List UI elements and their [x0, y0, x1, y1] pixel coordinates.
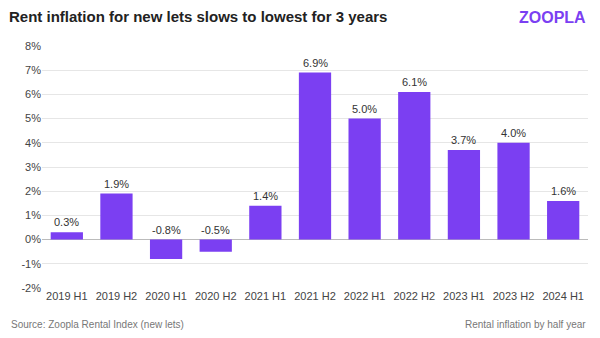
- svg-text:Rental inflation by half year: Rental inflation by half year: [465, 319, 586, 330]
- svg-text:2021 H2: 2021 H2: [294, 290, 336, 302]
- svg-text:0%: 0%: [25, 233, 41, 245]
- svg-text:1.9%: 1.9%: [104, 178, 129, 190]
- svg-text:2020 H2: 2020 H2: [195, 290, 237, 302]
- svg-text:1%: 1%: [25, 209, 41, 221]
- svg-text:2019 H2: 2019 H2: [96, 290, 138, 302]
- svg-text:2%: 2%: [25, 185, 41, 197]
- svg-text:2023 H1: 2023 H1: [443, 290, 485, 302]
- svg-text:2019 H1: 2019 H1: [46, 290, 88, 302]
- svg-text:5%: 5%: [25, 112, 41, 124]
- svg-text:2020 H1: 2020 H1: [145, 290, 187, 302]
- svg-text:6.1%: 6.1%: [402, 76, 427, 88]
- svg-text:7%: 7%: [25, 64, 41, 76]
- svg-text:-2%: -2%: [21, 282, 41, 294]
- svg-text:2021 H1: 2021 H1: [245, 290, 287, 302]
- svg-text:8%: 8%: [25, 40, 41, 52]
- svg-text:0.3%: 0.3%: [54, 216, 79, 228]
- svg-text:5.0%: 5.0%: [352, 103, 377, 115]
- svg-text:4.0%: 4.0%: [501, 127, 526, 139]
- svg-text:2023 H2: 2023 H2: [493, 290, 535, 302]
- svg-text:Rent inflation for new lets sl: Rent inflation for new lets slows to low…: [9, 8, 387, 25]
- svg-text:1.6%: 1.6%: [551, 185, 576, 197]
- svg-text:Source: Zoopla Rental Index (n: Source: Zoopla Rental Index (new lets): [11, 319, 184, 330]
- svg-text:3%: 3%: [25, 161, 41, 173]
- svg-text:-0.8%: -0.8%: [152, 224, 181, 236]
- svg-text:ZOOPLA: ZOOPLA: [519, 9, 586, 26]
- svg-text:2022 H2: 2022 H2: [393, 290, 435, 302]
- svg-text:-1%: -1%: [21, 258, 41, 270]
- svg-text:2022 H1: 2022 H1: [344, 290, 386, 302]
- svg-text:1.4%: 1.4%: [253, 190, 278, 202]
- svg-text:6.9%: 6.9%: [303, 57, 328, 69]
- svg-text:2024 H1: 2024 H1: [542, 290, 584, 302]
- svg-text:6%: 6%: [25, 88, 41, 100]
- svg-text:-0.5%: -0.5%: [201, 224, 230, 236]
- svg-text:4%: 4%: [25, 137, 41, 149]
- svg-text:3.7%: 3.7%: [451, 134, 476, 146]
